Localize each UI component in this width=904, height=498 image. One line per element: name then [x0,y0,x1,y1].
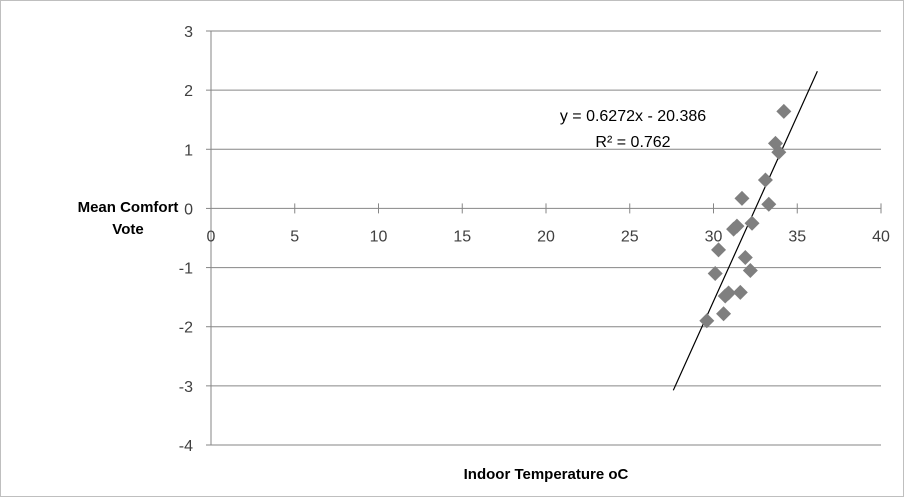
x-tick-label: 15 [453,228,471,245]
data-point [742,263,758,279]
data-point [744,215,760,231]
data-point [776,103,792,119]
x-tick-label: 10 [370,228,388,245]
data-point [761,196,777,212]
data-point [729,218,745,234]
y-tick-label: -1 [179,261,193,278]
data-point [737,250,753,266]
x-tick-label: 0 [207,228,216,245]
data-point [771,144,787,160]
y-tick-label: 2 [184,83,193,100]
y-tick-label: -3 [179,379,193,396]
trendline-line [672,71,818,391]
y-tick-label: 0 [184,201,193,218]
x-tick-label: 35 [788,228,806,245]
trendline [672,71,818,391]
data-point [699,313,715,329]
x-tick-label: 20 [537,228,555,245]
trendline-equation: y = 0.6272x - 20.386 [560,108,706,125]
y-axis-title: Mean Comfort Vote [78,199,179,238]
data-point [721,285,737,301]
data-point [711,242,727,258]
x-axis-title: Indoor Temperature oC [464,466,629,483]
data-point [732,284,748,300]
x-tick-labels: 0 5 10 15 20 25 30 35 40 [207,228,890,245]
data-point [716,306,732,322]
y-tick-label: 1 [184,142,193,159]
trendline-r2: R² = 0.762 [595,134,670,151]
y-tick-label: -4 [179,438,193,455]
x-tick-label: 30 [705,228,723,245]
x-tick-label: 40 [872,228,890,245]
data-points [699,103,792,329]
gridlines [211,30,881,446]
x-tick-label: 25 [621,228,639,245]
data-point [757,172,773,188]
y-tick-label: 3 [184,24,193,41]
y-tick-label: -2 [179,320,193,337]
data-point [707,265,723,281]
y-tick-labels: 3 2 1 0 -1 -2 -3 -4 [179,24,193,455]
data-point [734,190,750,206]
x-tick-label: 5 [290,228,299,245]
